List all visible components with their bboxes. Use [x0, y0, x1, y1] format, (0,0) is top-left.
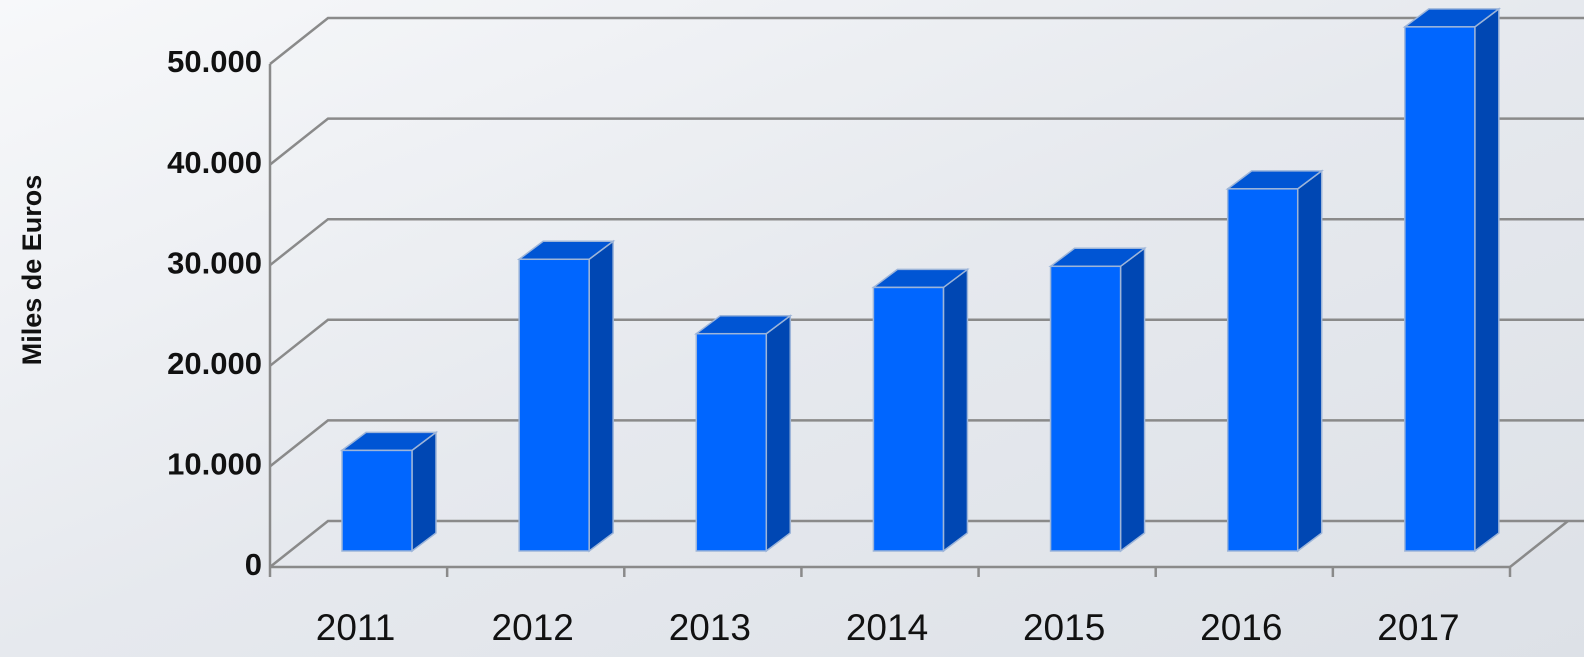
bar-group [339, 430, 439, 553]
y-tick-label: 50.000 [167, 44, 262, 79]
bar-group [1225, 169, 1324, 553]
floor-edge [1509, 520, 1569, 568]
grid-line [269, 217, 1584, 267]
bar-side [942, 267, 969, 553]
bar [1226, 188, 1299, 552]
grid-line [269, 318, 1584, 367]
grid-line [269, 419, 1584, 468]
x-tick-label: 2017 [1377, 607, 1459, 648]
grid-line [269, 16, 1584, 65]
y-tick-label: 40.000 [167, 145, 262, 180]
bar [518, 258, 590, 552]
bar-group [871, 267, 970, 553]
y-tick-label: 20.000 [167, 346, 262, 381]
x-tick-label: 2016 [1200, 607, 1282, 648]
grid-line [269, 519, 1584, 568]
bar-group [694, 314, 793, 553]
bar-group [1048, 246, 1147, 553]
bar-side [588, 239, 614, 553]
x-tick-label: 2012 [492, 607, 574, 648]
x-tick-label: 2015 [1023, 607, 1105, 648]
bar [872, 286, 945, 552]
bar-side [1296, 169, 1323, 553]
bar-side [765, 314, 792, 553]
x-tick-label: 2011 [316, 607, 396, 648]
bar-side [1119, 246, 1146, 553]
x-tick-label: 2013 [669, 607, 751, 648]
y-axis-title: Miles de Euros [17, 175, 47, 366]
grid [268, 16, 1584, 577]
bar [1404, 26, 1476, 552]
bar [1049, 265, 1122, 552]
x-tick-label: 2014 [846, 607, 928, 648]
bar-side [1474, 7, 1500, 553]
bar [695, 332, 768, 552]
y-tick-label: 0 [245, 547, 262, 582]
y-tick-label: 10.000 [167, 447, 262, 482]
bars [339, 7, 1502, 553]
y-tick-label: 30.000 [167, 245, 262, 280]
bar-group [516, 239, 616, 553]
bar-side [411, 430, 437, 553]
bar [341, 449, 413, 552]
grid-line [269, 117, 1584, 166]
bar-group [1402, 7, 1502, 553]
